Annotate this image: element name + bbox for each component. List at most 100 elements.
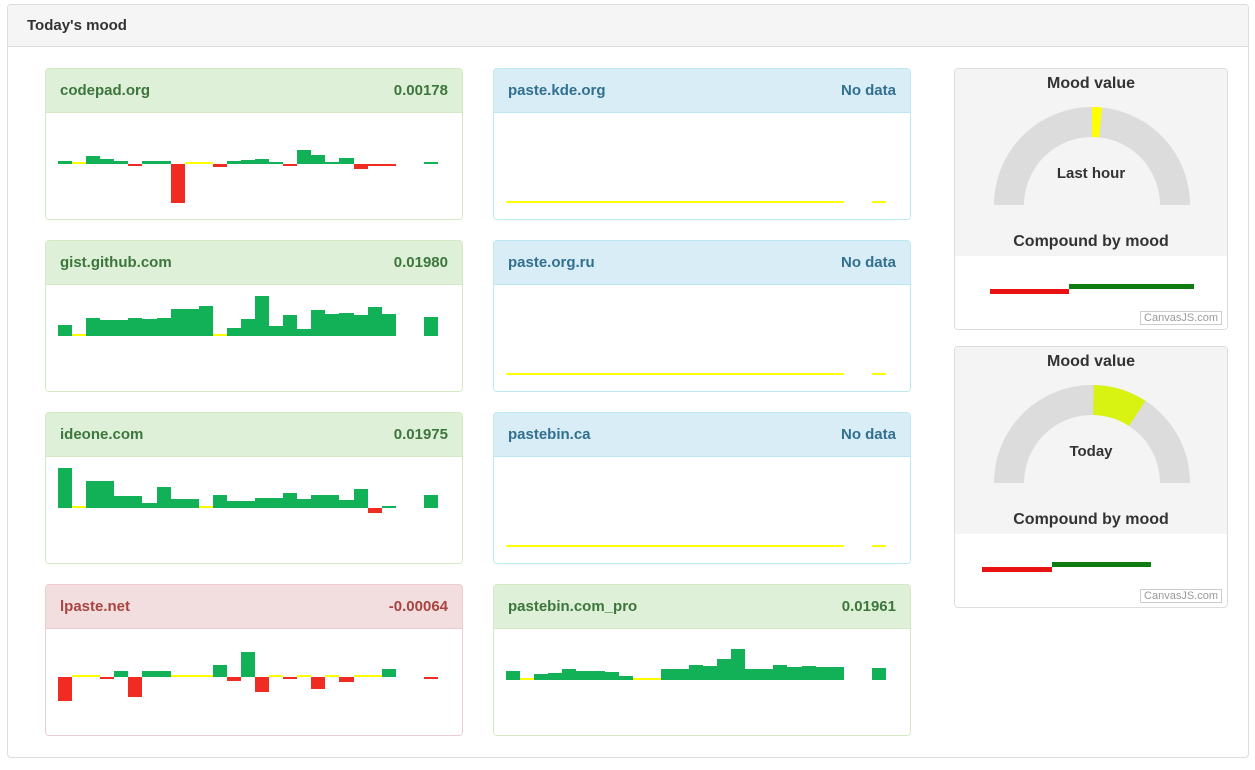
gauge-arc	[994, 107, 1190, 205]
site-panel-header: paste.org.ru No data	[494, 241, 910, 285]
bar-positive	[157, 318, 171, 336]
site-panel-header: ideone.com 0.01975	[46, 413, 462, 457]
bar-positive	[731, 649, 745, 680]
compound-positive-bar	[1069, 284, 1194, 289]
bar-zero	[297, 675, 311, 677]
bar-positive	[199, 306, 213, 336]
bar-positive	[157, 161, 171, 164]
bar-positive	[86, 318, 100, 336]
bar-zero	[548, 373, 562, 375]
bar-positive	[339, 313, 354, 336]
bar-zero	[325, 675, 339, 677]
bar-positive	[241, 652, 255, 677]
bar-positive	[283, 493, 297, 508]
bar-current-positive	[424, 317, 438, 336]
bar-zero	[619, 545, 633, 547]
bar-zero	[605, 545, 619, 547]
bar-positive	[142, 671, 157, 677]
mini-bar-chart	[46, 629, 462, 735]
bar-zero	[199, 675, 213, 677]
site-panel-header: gist.github.com 0.01980	[46, 241, 462, 285]
bar-positive	[171, 309, 185, 336]
mini-bar-chart	[494, 457, 910, 563]
bar-positive	[114, 161, 128, 164]
site-value: 0.01975	[393, 426, 448, 443]
bar-positive	[311, 155, 325, 164]
gauge-panel-today: Mood value Today Compound by mood CanvasJS.…	[954, 346, 1228, 608]
bar-zero	[703, 545, 717, 547]
bar-positive	[773, 665, 787, 680]
bar-positive	[605, 672, 619, 680]
site-panel-header: codepad.org 0.00178	[46, 69, 462, 113]
bar-zero	[675, 545, 689, 547]
bar-zero	[562, 201, 576, 203]
bar-zero	[816, 373, 830, 375]
bar-zero	[520, 545, 534, 547]
bar-positive	[213, 665, 227, 677]
bar-positive	[269, 498, 283, 508]
site-panel-pastebin-com-pro: pastebin.com_pro 0.01961	[493, 584, 911, 736]
bar-zero	[185, 675, 199, 677]
canvasjs-watermark[interactable]: CanvasJS.com	[1140, 589, 1222, 603]
bar-negative	[354, 164, 368, 169]
bar-zero	[745, 201, 759, 203]
gauge-period-label: Today	[1069, 443, 1113, 460]
gauge-panel-last-hour: Mood value Last hour Compound by mood Canva…	[954, 68, 1228, 330]
bar-zero	[590, 201, 605, 203]
bar-zero	[590, 545, 605, 547]
bar-positive	[142, 319, 157, 336]
bar-positive	[213, 495, 227, 508]
bar-positive	[368, 307, 382, 336]
bar-zero	[576, 201, 590, 203]
bar-positive	[562, 669, 576, 680]
bar-zero	[745, 373, 759, 375]
bar-zero	[185, 162, 199, 164]
bar-zero	[773, 373, 787, 375]
compound-title: Compound by mood	[1013, 233, 1169, 250]
bar-negative	[128, 164, 142, 166]
mini-bar-chart	[494, 285, 910, 391]
gauge-value-slice	[1093, 385, 1146, 426]
bar-positive	[661, 669, 675, 680]
site-value: No data	[840, 254, 896, 271]
bar-negative	[283, 677, 297, 679]
bar-positive	[830, 667, 844, 680]
gauge-value-slice	[1092, 106, 1103, 138]
site-panel-header: lpaste.net -0.00064	[46, 585, 462, 629]
bar-zero	[647, 373, 661, 375]
bar-positive	[506, 671, 520, 680]
bar-positive	[816, 667, 830, 680]
bar-zero	[675, 373, 689, 375]
bar-current-positive	[424, 162, 438, 164]
bar-positive	[339, 158, 354, 164]
site-panel-paste-org-ru: paste.org.ru No data	[493, 240, 911, 392]
bar-zero	[72, 506, 86, 508]
bar-positive	[787, 667, 802, 680]
canvasjs-watermark[interactable]: CanvasJS.com	[1140, 311, 1222, 325]
compound-chart: CanvasJS.com	[955, 534, 1227, 607]
bar-positive	[269, 162, 283, 164]
bar-zero	[633, 678, 647, 680]
bar-zero	[689, 201, 703, 203]
bar-positive	[114, 496, 128, 508]
bar-zero	[506, 545, 520, 547]
bar-zero	[773, 545, 787, 547]
bar-zero	[802, 373, 816, 375]
gauge-dial	[994, 385, 1190, 483]
bar-zero	[731, 545, 745, 547]
compound-title: Compound by mood	[1013, 511, 1169, 528]
site-panel-header: pastebin.com_pro 0.01961	[494, 585, 910, 629]
bar-negative	[382, 164, 396, 166]
bar-zero	[562, 545, 576, 547]
bar-positive	[717, 659, 731, 680]
compound-chart: CanvasJS.com	[955, 256, 1227, 329]
bar-zero	[171, 675, 185, 677]
site-panel-header: paste.kde.org No data	[494, 69, 910, 113]
bar-positive	[703, 666, 717, 680]
bar-zero	[717, 373, 731, 375]
bar-positive	[689, 665, 703, 680]
bar-positive	[114, 671, 128, 677]
bar-positive	[255, 498, 269, 508]
mini-bar-chart	[494, 113, 910, 219]
